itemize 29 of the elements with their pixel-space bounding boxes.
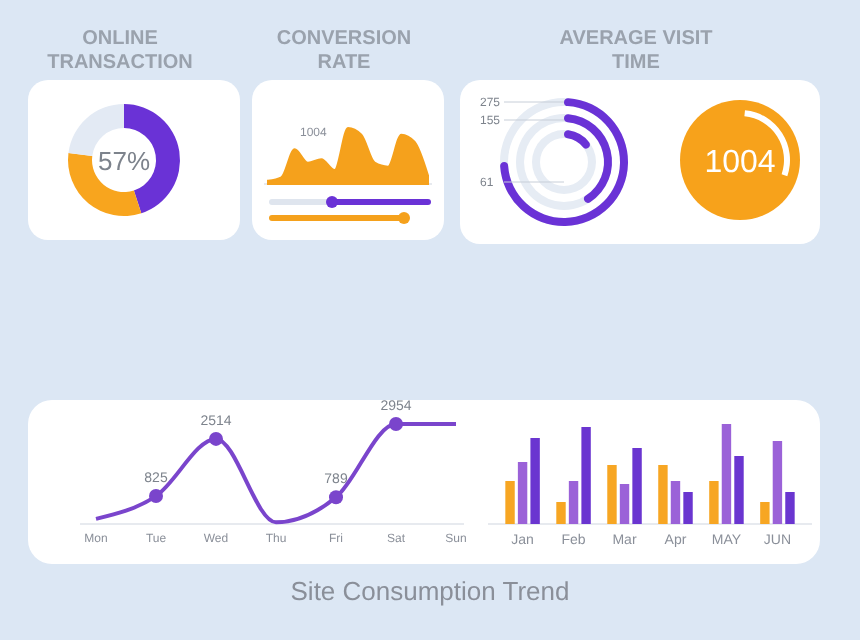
bar bbox=[683, 492, 693, 524]
text: AVERAGE VISIT TIME bbox=[559, 28, 713, 74]
point bbox=[149, 489, 163, 504]
bar bbox=[619, 484, 630, 524]
bar bbox=[785, 492, 795, 524]
bar bbox=[581, 427, 591, 524]
bar bbox=[709, 481, 719, 524]
bar bbox=[670, 481, 681, 524]
bar bbox=[607, 465, 617, 524]
bar bbox=[632, 448, 642, 524]
point bbox=[329, 490, 343, 505]
bar bbox=[772, 441, 783, 524]
bar bbox=[505, 481, 515, 524]
bar bbox=[734, 456, 744, 524]
bar bbox=[721, 424, 732, 524]
bar bbox=[760, 502, 770, 524]
point bbox=[209, 431, 223, 446]
text: Site Consumption Trend bbox=[290, 576, 570, 606]
chart-title: ONLINE TRANSACTION bbox=[47, 28, 193, 74]
point bbox=[389, 417, 403, 431]
text: 1004 bbox=[704, 146, 776, 180]
text: 57% bbox=[97, 146, 151, 176]
bar bbox=[530, 438, 540, 524]
bar bbox=[517, 462, 528, 524]
bar bbox=[556, 502, 566, 524]
bar bbox=[568, 481, 579, 524]
donut-slice bbox=[68, 104, 124, 156]
bar bbox=[658, 465, 668, 524]
chart-title: CONVERSION RATE bbox=[276, 28, 412, 74]
